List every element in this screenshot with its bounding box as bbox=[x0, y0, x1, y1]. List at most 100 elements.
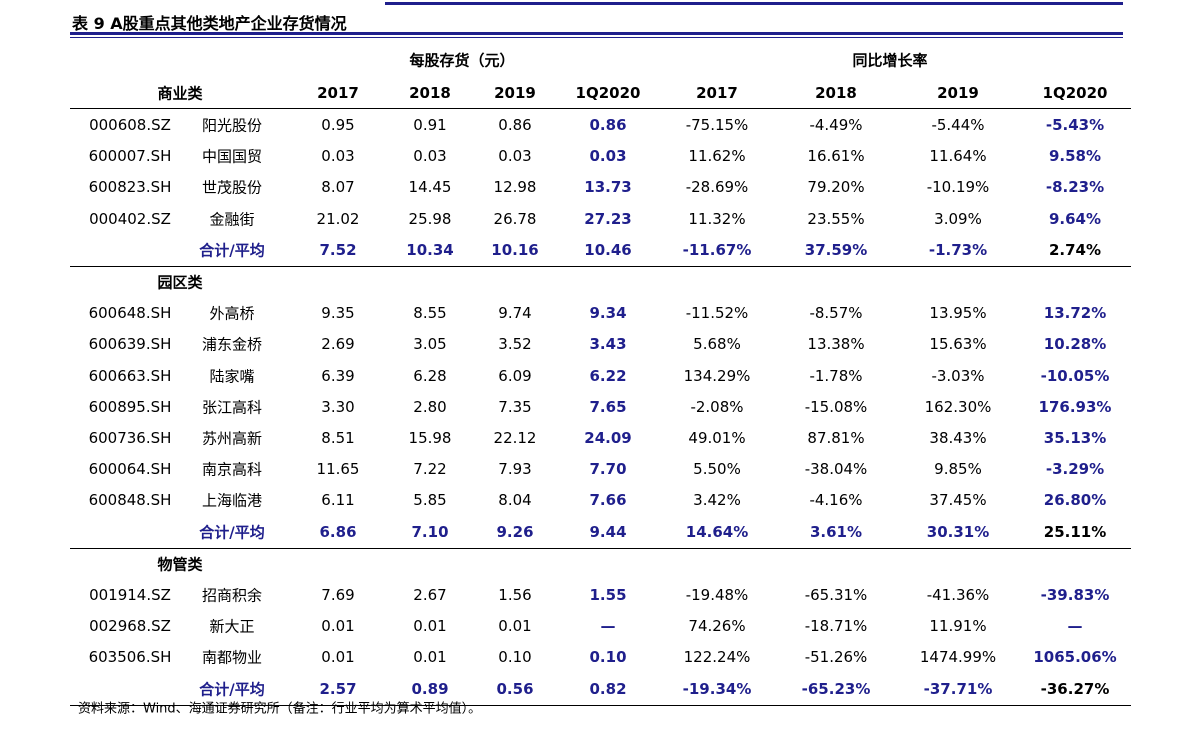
cell: 25.98 bbox=[408, 209, 452, 228]
cell: 0.10 bbox=[498, 648, 532, 667]
company-name: 中国国贸 bbox=[201, 147, 263, 166]
top-rule bbox=[385, 2, 1123, 5]
total-label: 合计/平均 bbox=[199, 680, 265, 699]
total-cell: -37.71% bbox=[923, 679, 993, 698]
cell: -2.08% bbox=[690, 397, 744, 416]
cell: 6.28 bbox=[413, 366, 447, 385]
cell: -11.52% bbox=[685, 304, 749, 323]
cell: 11.65 bbox=[316, 460, 360, 479]
cell: 0.01 bbox=[321, 648, 355, 667]
cell: 176.93% bbox=[1038, 397, 1112, 416]
table-title: 表 9 A股重点其他类地产企业存货情况 bbox=[72, 14, 347, 33]
cell: 7.35 bbox=[498, 397, 532, 416]
cell: 0.91 bbox=[413, 116, 447, 134]
cell: 0.86 bbox=[498, 116, 532, 134]
cell: 16.61% bbox=[807, 147, 865, 166]
total-cell: 10.16 bbox=[491, 240, 539, 259]
cell: 8.04 bbox=[498, 491, 532, 510]
stock-code: 600823.SH bbox=[88, 178, 172, 197]
cell: 13.72% bbox=[1043, 304, 1107, 323]
cell: 9.35 bbox=[321, 304, 355, 323]
cell: -75.15% bbox=[685, 116, 749, 134]
cell: 0.03 bbox=[321, 147, 355, 166]
company-name: 张江高科 bbox=[201, 398, 263, 417]
cell: 134.29% bbox=[683, 366, 751, 385]
column-header: 2018 bbox=[815, 84, 857, 102]
stock-code: 000402.SZ bbox=[89, 209, 171, 228]
company-name: 世茂股份 bbox=[201, 178, 263, 197]
total-cell: -1.73% bbox=[928, 240, 988, 259]
cell: 3.09% bbox=[934, 209, 982, 228]
cell: 2.67 bbox=[413, 586, 447, 604]
cell: -4.16% bbox=[809, 491, 863, 510]
cell: 15.98 bbox=[408, 429, 452, 447]
cell: 1.56 bbox=[498, 586, 532, 604]
column-header: 1Q2020 bbox=[575, 84, 641, 102]
cell: 0.01 bbox=[413, 617, 447, 636]
cell: 9.58% bbox=[1048, 147, 1102, 166]
cell: -19.48% bbox=[685, 586, 749, 604]
cell: -10.05% bbox=[1040, 366, 1110, 385]
cell: 11.91% bbox=[929, 617, 987, 636]
total-cell: 3.61% bbox=[809, 522, 863, 541]
cell: 3.30 bbox=[321, 397, 355, 416]
cell: 5.85 bbox=[413, 491, 447, 510]
cell: 0.86 bbox=[589, 116, 627, 134]
cell: 0.03 bbox=[413, 147, 447, 166]
cell: 11.32% bbox=[688, 209, 746, 228]
stock-code: 001914.SZ bbox=[89, 586, 171, 604]
cell: 0.01 bbox=[321, 617, 355, 636]
cell: 7.65 bbox=[589, 397, 627, 416]
total-label: 合计/平均 bbox=[199, 523, 265, 542]
cell: 10.28% bbox=[1043, 335, 1107, 354]
cell: — bbox=[600, 617, 616, 636]
cell: 1.55 bbox=[589, 586, 627, 604]
total-cell: -65.23% bbox=[801, 679, 871, 698]
cell: 87.81% bbox=[807, 429, 865, 447]
column-header: 2017 bbox=[696, 84, 738, 102]
cell: -1.78% bbox=[809, 366, 863, 385]
cell: 37.45% bbox=[929, 491, 987, 510]
stock-code: 600064.SH bbox=[88, 460, 172, 479]
cell: -39.83% bbox=[1040, 586, 1110, 604]
cell: 5.68% bbox=[693, 335, 741, 354]
cell: 0.01 bbox=[413, 648, 447, 667]
cell: 6.11 bbox=[321, 491, 355, 510]
cell: 8.07 bbox=[321, 178, 355, 197]
total-cell: 30.31% bbox=[926, 522, 990, 541]
cell: 6.09 bbox=[498, 366, 532, 385]
cell: 38.43% bbox=[929, 429, 987, 447]
cell: -38.04% bbox=[804, 460, 868, 479]
cell: -8.57% bbox=[809, 304, 863, 323]
cell: 0.03 bbox=[498, 147, 532, 166]
cell: 0.10 bbox=[589, 648, 627, 667]
company-name: 浦东金桥 bbox=[201, 335, 263, 354]
cell: 3.42% bbox=[693, 491, 741, 510]
total-cell: 25.11% bbox=[1043, 522, 1107, 541]
column-header: 2019 bbox=[937, 84, 979, 102]
title-rule bbox=[70, 32, 1123, 35]
total-cell: 7.10 bbox=[411, 522, 449, 541]
company-name: 苏州高新 bbox=[201, 429, 263, 448]
cell: 9.64% bbox=[1048, 209, 1102, 228]
cell: — bbox=[1067, 617, 1083, 636]
stock-code: 603506.SH bbox=[88, 648, 172, 667]
cell: 22.12 bbox=[493, 429, 537, 447]
group-header: 同比增长率 bbox=[852, 51, 928, 70]
company-name: 阳光股份 bbox=[201, 116, 263, 135]
company-name: 外高桥 bbox=[209, 304, 255, 323]
cell: 15.63% bbox=[929, 335, 987, 354]
company-name: 南京高科 bbox=[201, 460, 263, 479]
cell: 13.73 bbox=[584, 178, 632, 197]
total-cell: 0.82 bbox=[589, 679, 627, 698]
section-name: 物管类 bbox=[157, 555, 203, 574]
column-header: 2019 bbox=[494, 84, 536, 102]
cell: -28.69% bbox=[685, 178, 749, 197]
total-cell: -11.67% bbox=[682, 240, 752, 259]
total-cell: 0.89 bbox=[411, 679, 449, 698]
cell: 3.43 bbox=[589, 335, 627, 354]
cell: 0.95 bbox=[321, 116, 355, 134]
stock-code: 600736.SH bbox=[88, 429, 172, 447]
row-rule bbox=[70, 265, 1131, 267]
company-name: 新大正 bbox=[209, 617, 255, 636]
